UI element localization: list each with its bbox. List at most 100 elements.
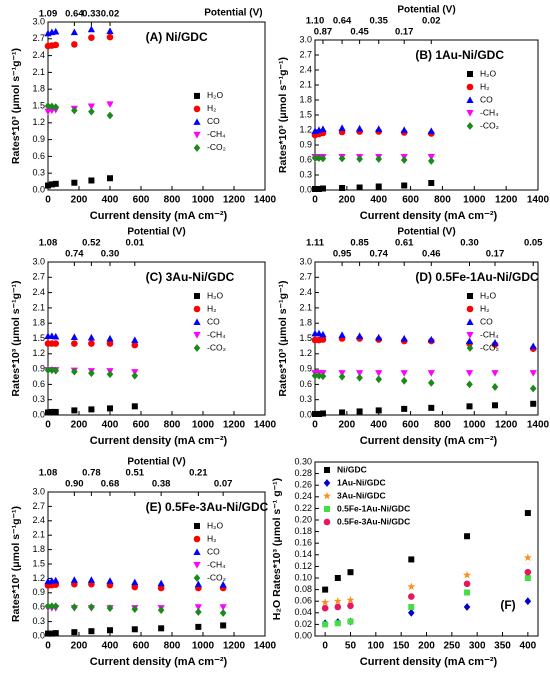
x-tick-label: 600 — [402, 195, 419, 206]
legend-label: -CO₂ — [207, 342, 226, 352]
y-tick-label: 0.9 — [299, 363, 312, 373]
marker — [428, 180, 435, 186]
marker — [356, 408, 363, 415]
marker — [44, 366, 52, 375]
marker — [465, 337, 474, 345]
y-tick-label: 0.9 — [299, 139, 312, 149]
legend-marker — [466, 318, 474, 325]
legend-label: CO — [207, 316, 220, 326]
y-tick-label: 0.0 — [299, 409, 312, 419]
legend-label: H₂O — [207, 520, 223, 530]
marker — [339, 409, 346, 416]
marker — [131, 336, 139, 344]
marker — [106, 604, 114, 613]
x-tick-label: 1000 — [463, 420, 486, 431]
panel-title: (C) 3Au-Ni/GDC — [146, 270, 235, 284]
marker — [311, 154, 319, 162]
marker — [107, 175, 113, 182]
x2-tick-label: 0.74 — [369, 249, 388, 260]
marker — [338, 124, 346, 131]
marker — [71, 603, 78, 612]
x-tick-label: 800 — [434, 195, 451, 206]
y-tick-label: 0.9 — [32, 587, 45, 597]
x-tick-label: 200 — [418, 641, 435, 652]
x-tick-label: 200 — [339, 420, 356, 431]
x-tick-label: 200 — [71, 420, 88, 431]
marker — [319, 336, 327, 343]
marker — [195, 608, 202, 616]
marker — [338, 372, 346, 381]
marker — [106, 111, 114, 120]
x-axis-label: Current density (mA cm⁻²) — [90, 435, 228, 447]
y-tick-label: 0.6 — [299, 154, 312, 164]
legend-marker — [466, 83, 474, 91]
y-tick-label: 0.10 — [294, 572, 312, 582]
x2-tick-label: 1.08 — [39, 238, 58, 249]
marker — [334, 603, 342, 611]
marker — [319, 185, 326, 192]
marker — [464, 533, 471, 540]
x-tick-label: 400 — [370, 420, 387, 431]
marker — [319, 330, 327, 338]
plot-frame — [47, 21, 266, 191]
marker — [356, 373, 363, 382]
legend-marker — [466, 110, 474, 117]
x-tick-label: 600 — [402, 420, 419, 431]
legend-label: H₂O — [480, 290, 496, 300]
x2-tick-label: 0.02 — [422, 16, 441, 27]
marker — [131, 578, 139, 586]
x-tick-label: 800 — [164, 195, 181, 206]
marker — [524, 575, 531, 581]
marker — [319, 125, 327, 132]
marker — [464, 589, 471, 596]
x2-tick-label: 0.38 — [152, 479, 171, 490]
marker — [347, 569, 354, 576]
x2-tick-label: 1.08 — [39, 468, 58, 479]
x-tick-label: 200 — [71, 641, 88, 652]
y-tick-label: 2.7 — [32, 33, 45, 43]
legend-marker — [193, 574, 201, 582]
legend-label: CO — [207, 546, 220, 556]
marker — [52, 408, 59, 415]
marker — [427, 378, 435, 387]
y-tick-label: 0.02 — [294, 619, 312, 629]
legend-marker — [193, 548, 201, 555]
legend-marker — [193, 344, 201, 352]
y-tick-label: 0.3 — [32, 616, 45, 626]
x-tick-label: 0 — [312, 420, 318, 431]
x-tick-label: 400 — [520, 641, 537, 652]
y-tick-label: 3.0 — [32, 256, 45, 266]
x-tick-label: 1000 — [192, 641, 215, 652]
y-tick-label: 2.4 — [299, 287, 312, 297]
marker — [319, 154, 327, 163]
marker — [315, 410, 322, 417]
x-tick-label: 1400 — [254, 195, 277, 206]
marker — [52, 332, 60, 340]
y-tick-label: 1.8 — [32, 84, 45, 94]
marker — [428, 404, 435, 411]
marker — [106, 370, 114, 379]
marker — [356, 124, 364, 132]
marker — [322, 586, 329, 593]
x2-tick-label: 0.17 — [486, 249, 505, 260]
x-tick-label: 600 — [133, 195, 150, 206]
legend-marker — [467, 71, 473, 77]
x2-tick-label: 0.64 — [333, 16, 352, 27]
y-tick-label: 0.28 — [294, 468, 312, 478]
x2-tick-label: 1.11 — [306, 238, 325, 249]
x2-tick-label: 0.74 — [65, 249, 84, 260]
marker — [48, 408, 55, 415]
legend-label: Ni/GDC — [337, 464, 367, 474]
marker — [463, 580, 471, 588]
y-tick-label: 0.3 — [299, 394, 312, 404]
marker — [52, 27, 60, 35]
y-tick-label: 2.1 — [32, 67, 45, 77]
marker — [312, 410, 318, 417]
x2-axis-label: Potential (V) — [127, 457, 185, 468]
y-tick-label: 2.4 — [32, 287, 45, 297]
marker — [401, 182, 408, 189]
marker — [52, 602, 60, 611]
marker — [529, 370, 537, 377]
x-tick-label: 600 — [133, 641, 150, 652]
marker — [529, 384, 537, 393]
